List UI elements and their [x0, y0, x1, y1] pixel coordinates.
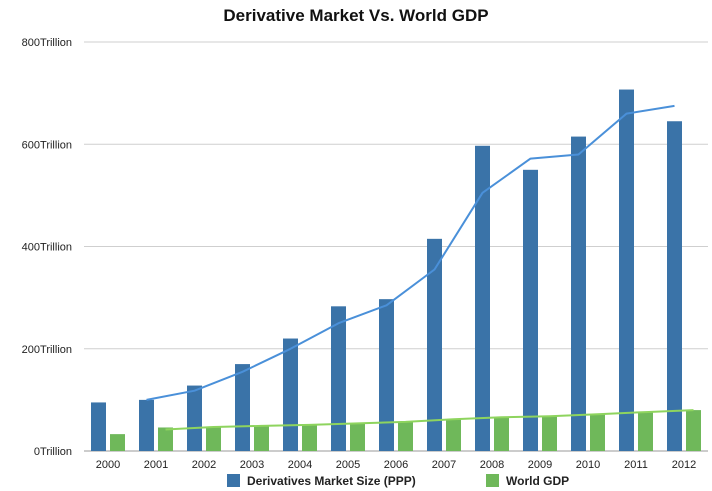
bar-derivatives	[187, 385, 202, 451]
bar-derivatives	[523, 169, 538, 451]
bar-derivatives	[619, 89, 634, 451]
x-tick-label: 2012	[672, 459, 696, 471]
x-tick-label: 2008	[480, 459, 504, 471]
x-tick-label: 2002	[192, 459, 216, 471]
bar-derivatives	[427, 238, 442, 451]
x-tick-label: 2000	[96, 459, 120, 471]
y-axis-ticks: 0Trillion 200Trillion 400Trillion 600Trilli…	[22, 37, 72, 458]
bar-world-gdp	[398, 421, 413, 451]
legend-swatch	[227, 474, 240, 487]
y-tick-label: 600Trillion	[22, 139, 72, 151]
x-tick-label: 2001	[144, 459, 168, 471]
x-tick-label: 2003	[240, 459, 264, 471]
bar-world-gdp	[302, 424, 317, 451]
x-tick-label: 2011	[624, 459, 648, 471]
chart-title: Derivative Market Vs. World GDP	[223, 6, 489, 25]
bar-world-gdp	[446, 419, 461, 451]
bar-derivatives	[475, 145, 490, 451]
legend-label: World GDP	[506, 474, 569, 488]
bar-world-gdp	[350, 423, 365, 451]
gridlines	[84, 41, 708, 452]
legend-swatch	[486, 474, 499, 487]
trendlines	[146, 104, 694, 431]
x-tick-label: 2004	[288, 459, 312, 471]
x-tick-label: 2007	[432, 459, 456, 471]
bar-derivatives	[139, 399, 154, 451]
bar-world-gdp	[590, 414, 605, 451]
legend: Derivatives Market Size (PPP) World GDP	[227, 474, 569, 488]
trendline	[165, 409, 694, 431]
bar-world-gdp	[686, 410, 701, 451]
bar-world-gdp	[110, 434, 125, 451]
bar-derivatives	[235, 364, 250, 451]
bar-world-gdp	[206, 426, 221, 451]
legend-label: Derivatives Market Size (PPP)	[247, 474, 416, 488]
y-tick-label: 400Trillion	[22, 242, 72, 254]
bar-derivatives	[571, 136, 586, 452]
trendline	[146, 104, 675, 401]
bar-derivatives	[331, 306, 346, 451]
x-tick-label: 2005	[336, 459, 360, 471]
x-tick-label: 2010	[576, 459, 600, 471]
bar-world-gdp	[542, 416, 557, 451]
bar-world-gdp	[254, 425, 269, 451]
bar-world-gdp	[158, 427, 173, 451]
bar-world-gdp	[494, 417, 509, 451]
x-tick-label: 2009	[528, 459, 552, 471]
bar-derivatives	[379, 299, 394, 451]
bar-derivatives	[283, 338, 298, 451]
y-tick-label: 800Trillion	[22, 37, 72, 49]
bar-derivatives	[91, 402, 106, 451]
y-tick-label: 200Trillion	[22, 344, 72, 356]
x-axis-ticks: 2000 2001 2002 2003 2004 2005 2006 2007 2008 2009…	[96, 459, 696, 471]
bar-derivatives	[667, 121, 682, 452]
x-tick-label: 2006	[384, 459, 408, 471]
y-tick-label: 0Trillion	[34, 446, 72, 458]
bars	[91, 89, 701, 452]
bar-world-gdp	[638, 412, 653, 451]
